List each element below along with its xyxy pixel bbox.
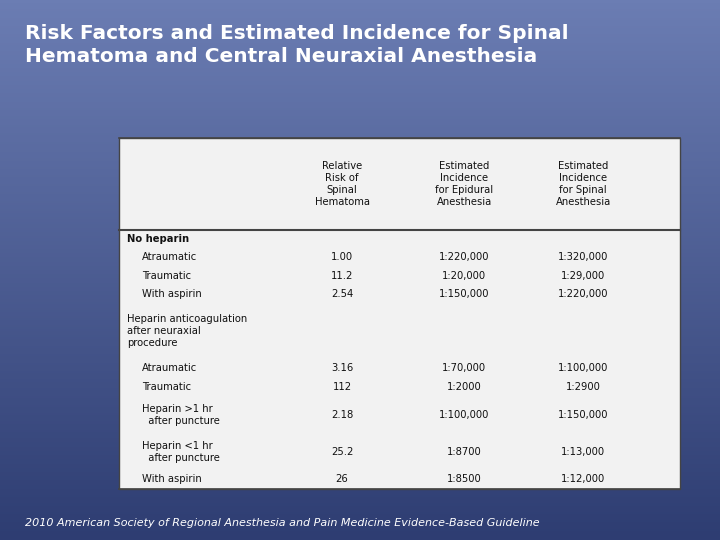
Text: 1:220,000: 1:220,000: [558, 289, 608, 299]
Text: 2.18: 2.18: [331, 410, 353, 420]
Text: 1:150,000: 1:150,000: [439, 289, 490, 299]
Text: Traumatic: Traumatic: [142, 382, 191, 392]
Text: 1:8500: 1:8500: [447, 475, 482, 484]
Text: 112: 112: [333, 382, 351, 392]
Text: 1:150,000: 1:150,000: [558, 410, 608, 420]
Text: 1:100,000: 1:100,000: [558, 363, 608, 373]
Text: Risk Factors and Estimated Incidence for Spinal
Hematoma and Central Neuraxial A: Risk Factors and Estimated Incidence for…: [25, 24, 569, 66]
Text: 11.2: 11.2: [330, 271, 354, 281]
Text: Heparin >1 hr
  after puncture: Heparin >1 hr after puncture: [142, 403, 220, 426]
Text: 26: 26: [336, 475, 348, 484]
Text: Heparin anticoagulation
after neuraxial
procedure: Heparin anticoagulation after neuraxial …: [127, 314, 248, 348]
Text: 1:320,000: 1:320,000: [558, 252, 608, 262]
Text: With aspirin: With aspirin: [142, 289, 202, 299]
Text: 1:70,000: 1:70,000: [442, 363, 487, 373]
Text: 2.54: 2.54: [331, 289, 353, 299]
FancyBboxPatch shape: [119, 138, 680, 489]
Text: Relative
Risk of
Spinal
Hematoma: Relative Risk of Spinal Hematoma: [315, 160, 369, 207]
Text: 1:220,000: 1:220,000: [439, 252, 490, 262]
Text: Traumatic: Traumatic: [142, 271, 191, 281]
Text: No heparin: No heparin: [127, 234, 189, 244]
Text: Estimated
Incidence
for Spinal
Anesthesia: Estimated Incidence for Spinal Anesthesi…: [556, 160, 611, 207]
Text: 1:2000: 1:2000: [447, 382, 482, 392]
Text: 1:100,000: 1:100,000: [439, 410, 490, 420]
Text: Heparin <1 hr
  after puncture: Heparin <1 hr after puncture: [142, 441, 220, 463]
Text: 1:29,000: 1:29,000: [561, 271, 606, 281]
Text: 2010 American Society of Regional Anesthesia and Pain Medicine Evidence-Based Gu: 2010 American Society of Regional Anesth…: [25, 518, 540, 528]
Text: 25.2: 25.2: [330, 447, 354, 457]
Text: Atraumatic: Atraumatic: [142, 252, 197, 262]
Text: 3.16: 3.16: [331, 363, 353, 373]
Text: 1:20,000: 1:20,000: [442, 271, 487, 281]
Text: 1:13,000: 1:13,000: [561, 447, 606, 457]
Text: 1.00: 1.00: [331, 252, 353, 262]
Text: Estimated
Incidence
for Epidural
Anesthesia: Estimated Incidence for Epidural Anesthe…: [436, 160, 493, 207]
Text: 1:8700: 1:8700: [447, 447, 482, 457]
Text: 1:2900: 1:2900: [566, 382, 600, 392]
Text: 1:12,000: 1:12,000: [561, 475, 606, 484]
Text: Atraumatic: Atraumatic: [142, 363, 197, 373]
Text: With aspirin: With aspirin: [142, 475, 202, 484]
